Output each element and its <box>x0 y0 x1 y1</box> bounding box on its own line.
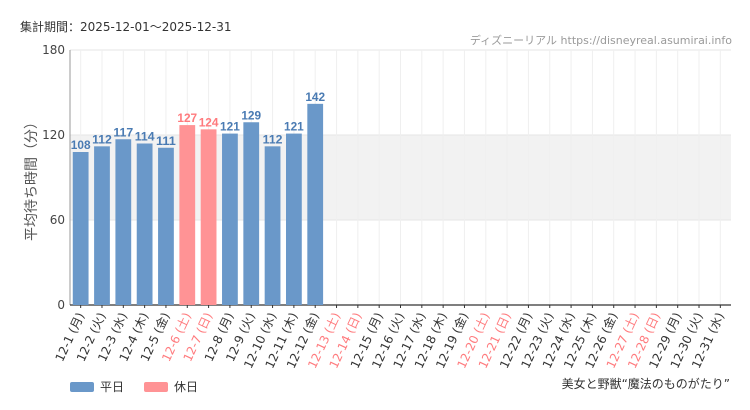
bar-value-label: 112 <box>92 132 112 146</box>
bar <box>72 152 89 305</box>
bar <box>285 133 302 305</box>
y-tick-label: 0 <box>57 298 65 312</box>
legend-weekday-swatch <box>70 381 94 392</box>
bar <box>222 133 238 305</box>
bar-value-label: 117 <box>113 125 133 139</box>
bar-value-label: 121 <box>284 120 304 134</box>
bar-value-label: 108 <box>71 138 91 152</box>
bar <box>115 139 132 305</box>
source-label: ディズニーリアル https://disneyreal.asumirai.inf… <box>469 34 732 47</box>
bar-value-label: 114 <box>135 130 155 144</box>
bar <box>243 122 260 305</box>
legend-weekday[interactable]: 平日 <box>70 378 124 395</box>
bar-value-label: 142 <box>305 90 325 104</box>
bar <box>158 147 174 305</box>
bar <box>179 125 196 305</box>
legend: 平日 休日 <box>70 378 218 395</box>
period-label: 集計期間：2025-12-01～2025-12-31 <box>20 20 232 34</box>
y-axis-title: 平均待ち時間（分） <box>24 115 40 241</box>
legend-holiday[interactable]: 休日 <box>144 378 198 395</box>
bar <box>136 143 153 305</box>
bar <box>307 103 324 305</box>
bar-value-label: 111 <box>156 134 176 148</box>
bar <box>94 146 110 305</box>
bar <box>264 146 281 305</box>
bar-value-label: 124 <box>199 115 219 129</box>
bar <box>200 129 217 305</box>
bar-value-label: 121 <box>220 120 240 134</box>
y-tick-label: 180 <box>42 43 65 57</box>
attraction-name: 美女と野獣“魔法のものがたり” <box>561 377 730 391</box>
y-tick-label: 60 <box>50 213 65 227</box>
legend-weekday-label: 平日 <box>100 380 125 394</box>
legend-holiday-swatch <box>144 381 169 392</box>
legend-holiday-label: 休日 <box>174 380 199 394</box>
y-tick-label: 120 <box>42 128 65 142</box>
bar-value-label: 129 <box>241 108 261 122</box>
bar-value-label: 112 <box>263 132 283 146</box>
bar-value-label: 127 <box>177 111 197 125</box>
